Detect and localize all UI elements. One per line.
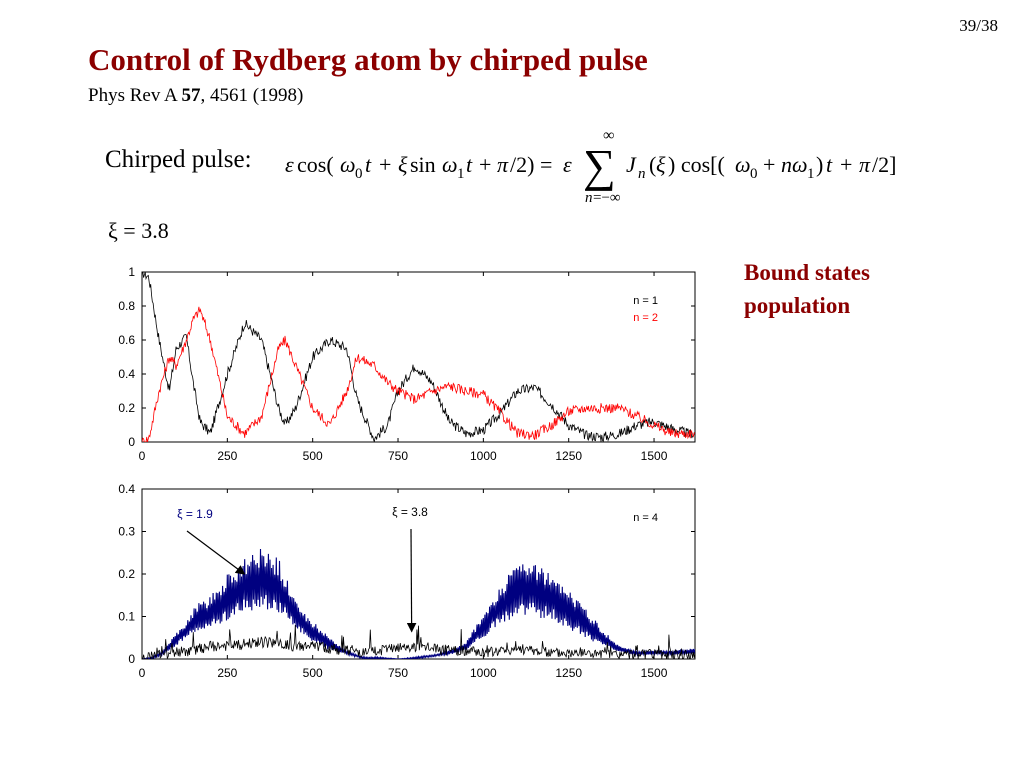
- bound-states-label: Bound states population: [744, 256, 870, 322]
- x-tick-label: 1000: [470, 666, 497, 680]
- series-line-0: [142, 548, 695, 659]
- svg-text:ω: ω: [340, 152, 356, 177]
- bound-states-label-line2: population: [744, 293, 851, 318]
- x-tick-label: 0: [139, 449, 146, 463]
- chart-bound-population: 0 250 500 750 1000 1250 1500 0 0.2 0.4 0.6 0.8 1 n = …: [118, 265, 696, 463]
- x-tick-label: 500: [303, 666, 323, 680]
- svg-text:sin: sin: [410, 152, 436, 177]
- x-tick-label: 1500: [641, 449, 668, 463]
- legend-entry: n = 1: [633, 295, 658, 307]
- svg-text:ω: ω: [442, 152, 458, 177]
- x-tick-label: 750: [388, 666, 408, 680]
- x-tick-label: 0: [139, 666, 146, 680]
- svg-text:ω: ω: [735, 152, 751, 177]
- svg-text:t: t: [466, 152, 473, 177]
- svg-text:t: t: [826, 152, 833, 177]
- svg-text:1: 1: [807, 166, 815, 182]
- svg-text:π: π: [859, 152, 871, 177]
- chirped-pulse-label: Chirped pulse:: [105, 146, 252, 173]
- citation-volume: 57: [181, 85, 201, 106]
- slide-title: Control of Rydberg atom by chirped pulse: [88, 42, 648, 77]
- svg-text:(: (: [649, 152, 656, 177]
- series-line-1: [142, 624, 695, 659]
- x-tick-label: 1250: [555, 449, 582, 463]
- y-tick-label: 0: [128, 435, 135, 449]
- svg-text:0: 0: [355, 166, 363, 182]
- svg-text:∞: ∞: [603, 127, 614, 144]
- series-line-1: [142, 306, 695, 442]
- svg-text:+: +: [479, 152, 491, 177]
- series-line-0: [142, 272, 695, 442]
- y-tick-label: 0.2: [118, 567, 135, 581]
- svg-text:ε: ε: [563, 152, 572, 177]
- legend: n = 1 n = 2: [633, 295, 658, 324]
- y-tick-label: 0.3: [118, 525, 135, 539]
- svg-text:) cos[(: ) cos[(: [668, 152, 725, 177]
- svg-text:0: 0: [750, 166, 758, 182]
- svg-text:1: 1: [457, 166, 465, 182]
- plot-area: [142, 272, 695, 442]
- y-tick-label: 0.1: [118, 610, 135, 624]
- svg-text:=−∞: =−∞: [593, 190, 621, 206]
- y-tick-label: 0.2: [118, 401, 135, 415]
- svg-text:/2) =: /2) =: [510, 152, 552, 177]
- svg-text:): ): [816, 152, 823, 177]
- axes: 0 250 500 750 1000 1250 1500 0 0.2 0.4 0.6 0.8 1: [118, 265, 696, 463]
- svg-text:ε: ε: [285, 152, 294, 177]
- svg-text:+: +: [379, 152, 391, 177]
- plot-frame: [141, 271, 696, 443]
- svg-text:∑: ∑: [583, 140, 616, 191]
- axes: 0 250 500 750 1000 1250 1500 0 0.1 0.2 0.3 0.4: [118, 482, 696, 680]
- citation-rest: , 4561 (1998): [200, 85, 304, 106]
- page-number: 39/38: [959, 16, 998, 35]
- legend: n = 4: [633, 512, 658, 524]
- legend-entry: n = 2: [633, 312, 658, 324]
- svg-text:ξ: ξ: [656, 152, 666, 177]
- x-tick-label: 250: [217, 666, 237, 680]
- annotation-arrow: [406, 528, 417, 633]
- x-tick-label: 1500: [641, 666, 668, 680]
- plot-area: [142, 548, 695, 659]
- svg-text:J: J: [626, 152, 637, 177]
- annotation-label: ξ = 1.9: [177, 507, 213, 521]
- svg-text:nω: nω: [781, 152, 808, 177]
- legend-entry: n = 4: [633, 512, 658, 524]
- xi-value-label: ξ = 3.8: [108, 218, 169, 243]
- y-tick-label: 0: [128, 652, 135, 666]
- y-tick-label: 1: [128, 265, 135, 279]
- chirped-pulse-formula: ε cos( ω 0 t + ξ sin ω 1 t + π /2) = ε ∑…: [285, 127, 896, 206]
- x-tick-label: 1000: [470, 449, 497, 463]
- y-tick-label: 0.4: [118, 482, 135, 496]
- svg-text:+: +: [840, 152, 852, 177]
- x-tick-label: 250: [217, 449, 237, 463]
- svg-text:ξ: ξ: [398, 152, 408, 177]
- x-tick-label: 750: [388, 449, 408, 463]
- x-tick-label: 500: [303, 449, 323, 463]
- chart-n4-population: 0 250 500 750 1000 1250 1500 0 0.1 0.2 0.3 0.4 n = 4…: [118, 482, 696, 680]
- citation: Phys Rev A 57, 4561 (1998): [88, 85, 303, 107]
- citation-journal: Phys Rev A: [88, 85, 177, 106]
- y-tick-label: 0.6: [118, 333, 135, 347]
- x-tick-label: 1250: [555, 666, 582, 680]
- bound-states-label-line1: Bound states: [744, 260, 870, 285]
- svg-text:n: n: [638, 166, 646, 182]
- svg-text:/2]: /2]: [872, 152, 896, 177]
- y-tick-label: 0.8: [118, 299, 135, 313]
- svg-text:cos(: cos(: [297, 152, 334, 177]
- svg-text:t: t: [365, 152, 372, 177]
- annotation-arrow: [186, 530, 246, 575]
- annotation-label: ξ = 3.8: [392, 505, 428, 519]
- svg-text:n: n: [585, 190, 593, 206]
- y-tick-label: 0.4: [118, 367, 135, 381]
- svg-text:+: +: [763, 152, 775, 177]
- svg-text:π: π: [497, 152, 509, 177]
